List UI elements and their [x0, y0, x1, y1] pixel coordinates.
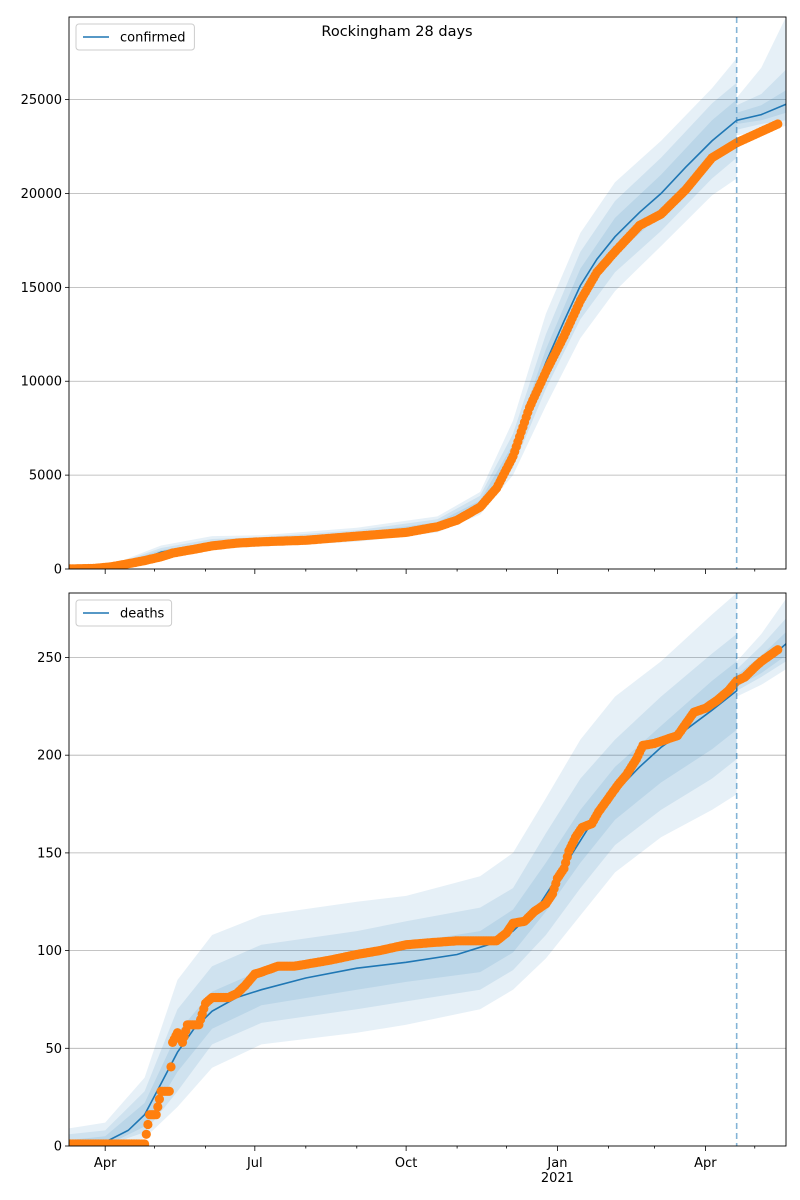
observed-point [141, 1129, 151, 1139]
legend-box [75, 23, 195, 51]
confirmed-panel: 0 5000 10000 15000 20000 25000 confirmed [21, 16, 787, 578]
x-tick-label: Jan [546, 1156, 567, 1171]
y-tick-label: 10000 [21, 375, 62, 390]
observed-point [143, 1119, 153, 1130]
observed-point [154, 1094, 164, 1104]
y-tick-label: 250 [37, 651, 62, 666]
y-tick-label: 20000 [21, 187, 62, 202]
observed-point [773, 119, 783, 129]
uncertainty-band-3 [69, 90, 786, 569]
uncertainty-band-3 [69, 632, 786, 1146]
y-tick-label: 50 [45, 1042, 62, 1057]
observed-point [166, 1062, 176, 1072]
legend-label: deaths [120, 607, 165, 622]
y-tick-label: 15000 [21, 281, 62, 296]
x-tick-label: Oct [395, 1156, 417, 1171]
axes-frame [68, 16, 787, 570]
model-line [69, 103, 786, 569]
observed-point [164, 1086, 174, 1096]
y-tick-label: 100 [37, 944, 62, 959]
y-tick-label: 5000 [29, 469, 62, 484]
observed-point [773, 645, 783, 655]
uncertainty-band-2 [69, 69, 786, 569]
y-tick-label: 25000 [21, 93, 62, 108]
chart-title: Rockingham 28 days [321, 24, 472, 40]
x-tick-label: Apr [694, 1156, 717, 1171]
uncertainty-band-1 [69, 593, 786, 1146]
y-tick-label: 200 [37, 749, 62, 764]
observed-point [151, 1110, 161, 1120]
legend-box [75, 599, 173, 627]
axes-frame [68, 592, 787, 1147]
uncertainty-band-2 [69, 618, 786, 1146]
legend-label: confirmed [120, 31, 186, 46]
observed-point [153, 1102, 163, 1112]
y-tick-label: 0 [54, 563, 62, 578]
y-tick-label: 150 [37, 846, 62, 861]
x-tick-label: Apr [94, 1156, 117, 1171]
observed-point [140, 1139, 150, 1146]
y-tick-label: 0 [54, 1140, 62, 1155]
plot-area [69, 593, 786, 1146]
legend: deaths [75, 599, 173, 627]
x-tick-label: Jul [246, 1156, 263, 1171]
x-tick-sublabel: 2021 [541, 1171, 574, 1186]
plot-area [69, 17, 786, 569]
legend: confirmed [75, 23, 195, 51]
